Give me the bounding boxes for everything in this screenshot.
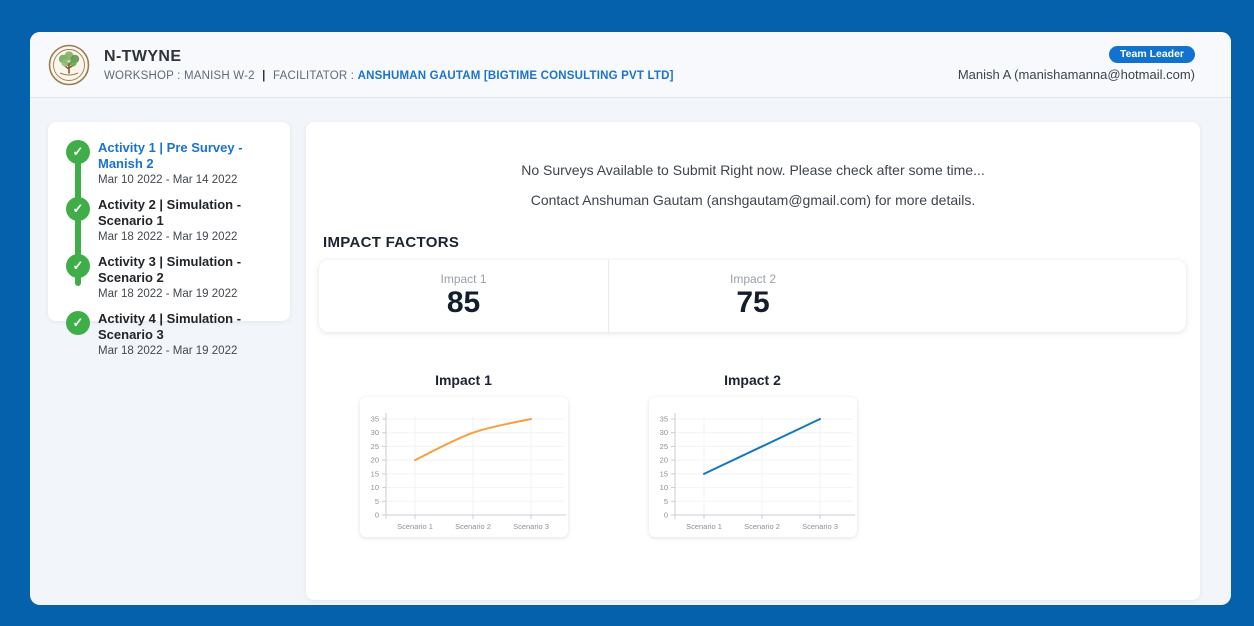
activity-title: Activity 4 | Simulation - Scenario 3: [98, 311, 242, 342]
no-surveys-message: No Surveys Available to Submit Right now…: [521, 162, 985, 178]
checkmark-icon: ✓: [66, 140, 90, 164]
svg-text:25: 25: [370, 442, 378, 451]
activity-item-3[interactable]: ✓ Activity 3 | Simulation - Scenario 2 Mar…: [48, 254, 280, 300]
app-logo-icon: [48, 44, 90, 86]
impact-1-value: 85: [446, 286, 481, 319]
svg-text:10: 10: [370, 483, 378, 492]
subtitle-separator: |: [262, 70, 266, 82]
checkmark-icon: ✓: [66, 311, 90, 335]
impact-2-value: 75: [736, 286, 770, 319]
user-name-email: Manish A (manishamanna@hotmail.com): [957, 67, 1195, 82]
svg-text:25: 25: [659, 442, 667, 451]
svg-text:Scenario 3: Scenario 3: [802, 522, 838, 531]
svg-text:35: 35: [370, 415, 378, 424]
impact-1-label: Impact 1: [440, 272, 487, 286]
activity-dates: Mar 18 2022 - Mar 19 2022: [98, 288, 238, 300]
facilitator-label: FACILITATOR :: [272, 70, 355, 82]
svg-text:0: 0: [374, 511, 378, 520]
impact-1-line-chart: 0 5 10 15 20 25 30 35 Scenario 1 Scenario 2 Scenar…: [359, 397, 568, 537]
activity-dates: Mar 18 2022 - Mar 19 2022: [98, 231, 238, 243]
impact-factors-card: Impact 1 85 Impact 2 75: [319, 260, 1186, 332]
svg-text:30: 30: [659, 428, 667, 437]
svg-text:0: 0: [663, 511, 667, 520]
svg-text:Scenario 3: Scenario 3: [513, 522, 549, 531]
main-content: No Surveys Available to Submit Right now…: [306, 122, 1200, 600]
activity-dates: Mar 10 2022 - Mar 14 2022: [98, 174, 238, 186]
activity-dates: Mar 18 2022 - Mar 19 2022: [98, 345, 238, 357]
svg-text:10: 10: [659, 483, 667, 492]
activity-title: Activity 1 | Pre Survey - Manish 2: [98, 140, 243, 171]
checkmark-icon: ✓: [66, 197, 90, 221]
svg-text:Scenario 2: Scenario 2: [455, 522, 491, 531]
impact-1-cell: Impact 1 85: [319, 260, 608, 332]
charts-row: Impact 1 0 5 10 15 20 25 30 35 Scenario 1 Scenari…: [319, 372, 1200, 537]
svg-text:30: 30: [370, 428, 378, 437]
activity-title: Activity 3 | Simulation - Scenario 2: [98, 254, 242, 285]
svg-text:Scenario 1: Scenario 1: [686, 522, 722, 531]
svg-text:Scenario 1: Scenario 1: [397, 522, 433, 531]
svg-text:5: 5: [663, 497, 667, 506]
impact-2-chart-column: Impact 2 0 5 10 15 20 25 30 35 Scenario 1 Scenari…: [608, 372, 897, 537]
role-badge: Team Leader: [1109, 46, 1195, 63]
svg-text:15: 15: [659, 469, 667, 478]
svg-text:Scenario 2: Scenario 2: [744, 522, 780, 531]
svg-text:5: 5: [374, 497, 378, 506]
header: N-TWYNE WORKSHOP : MANISH W-2 | FACILITA…: [30, 32, 1231, 98]
impact-1-chart-title: Impact 1: [435, 372, 492, 388]
activity-item-2[interactable]: ✓ Activity 2 | Simulation - Scenario 1 Mar…: [48, 197, 280, 243]
impact-2-cell: Impact 2 75: [608, 260, 897, 332]
workshop-subtitle: WORKSHOP : MANISH W-2 | FACILITATOR : AN…: [104, 70, 674, 82]
contact-message: Contact Anshuman Gautam (anshgautam@gmai…: [530, 192, 976, 208]
svg-text:20: 20: [659, 456, 667, 465]
impact-2-line-chart: 0 5 10 15 20 25 30 35 Scenario 1 Scenario 2 Scenar…: [648, 397, 857, 537]
activity-title: Activity 2 | Simulation - Scenario 1: [98, 197, 242, 228]
workshop-label: WORKSHOP : MANISH W-2: [104, 70, 255, 82]
impact-factors-heading: IMPACT FACTORS: [323, 234, 460, 251]
app-window: N-TWYNE WORKSHOP : MANISH W-2 | FACILITA…: [30, 32, 1231, 605]
activities-sidebar: ✓ Activity 1 | Pre Survey - Manish 2 Mar 1…: [48, 122, 290, 357]
checkmark-icon: ✓: [66, 254, 90, 278]
impact-2-chart-title: Impact 2: [724, 372, 781, 388]
svg-text:35: 35: [659, 415, 667, 424]
impact-1-chart-column: Impact 1 0 5 10 15 20 25 30 35 Scenario 1 Scenari…: [319, 372, 608, 537]
impact-2-label: Impact 2: [729, 272, 777, 286]
app-title: N-TWYNE: [104, 48, 182, 65]
activity-item-1[interactable]: ✓ Activity 1 | Pre Survey - Manish 2 Mar 1…: [48, 140, 280, 186]
svg-text:20: 20: [370, 456, 378, 465]
activity-item-4[interactable]: ✓ Activity 4 | Simulation - Scenario 3 Mar…: [48, 311, 280, 357]
facilitator-link[interactable]: ANSHUMAN GAUTAM [BIGTIME CONSULTING PVT …: [357, 70, 674, 82]
svg-text:15: 15: [370, 469, 378, 478]
